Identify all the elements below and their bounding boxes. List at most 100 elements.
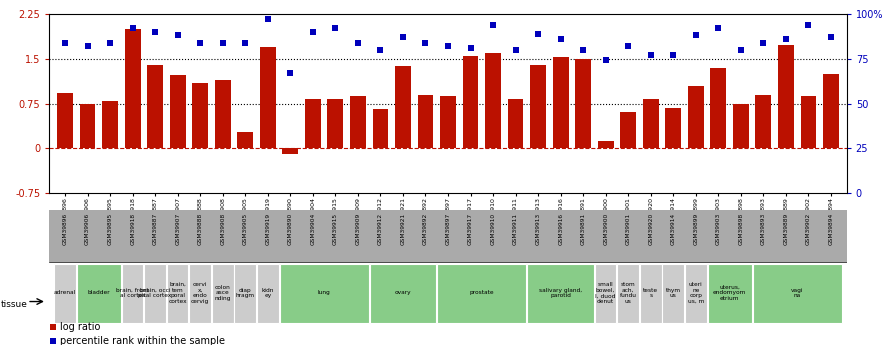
Bar [527, 264, 594, 323]
Text: GSM39895: GSM39895 [108, 213, 113, 245]
Bar [485, 53, 501, 148]
Bar [595, 264, 616, 323]
Bar [125, 29, 141, 148]
Text: GSM39916: GSM39916 [558, 213, 563, 245]
Text: GSM39908: GSM39908 [220, 213, 225, 245]
Text: GSM39890: GSM39890 [288, 213, 293, 245]
Bar [373, 109, 388, 148]
Text: salivary gland,
parotid: salivary gland, parotid [539, 288, 582, 298]
Bar [753, 264, 841, 323]
Point [125, 26, 140, 31]
Bar [642, 99, 659, 148]
Bar [553, 58, 569, 148]
Point [350, 40, 365, 45]
Text: GSM39918: GSM39918 [130, 213, 135, 245]
Bar [418, 95, 434, 148]
Point [621, 43, 635, 49]
Text: GSM39906: GSM39906 [85, 213, 90, 245]
Point [711, 26, 726, 31]
Bar [257, 264, 279, 323]
Bar [102, 100, 118, 148]
Text: brain, front
al cortex: brain, front al cortex [116, 288, 149, 298]
Bar [688, 86, 703, 148]
Bar [395, 66, 411, 148]
Point [779, 36, 793, 42]
Point [58, 40, 73, 45]
Text: GSM39899: GSM39899 [694, 213, 698, 245]
Text: cervi
x,
endo
cervig: cervi x, endo cervig [191, 282, 210, 304]
Bar [280, 264, 369, 323]
Text: GSM39892: GSM39892 [423, 213, 428, 245]
Bar [598, 141, 614, 148]
Point [374, 47, 388, 52]
Bar [122, 264, 143, 323]
Text: GSM39896: GSM39896 [63, 213, 67, 245]
Text: uteri
ne
corp
us, m: uteri ne corp us, m [687, 282, 704, 304]
Point [823, 34, 838, 40]
Text: GSM39909: GSM39909 [356, 213, 360, 245]
Point [306, 29, 320, 34]
Bar [77, 264, 121, 323]
Bar [462, 56, 478, 148]
Text: GSM39897: GSM39897 [445, 213, 451, 245]
Text: GSM39904: GSM39904 [310, 213, 315, 245]
Text: GSM39917: GSM39917 [468, 213, 473, 245]
Bar [237, 131, 254, 148]
Bar [215, 80, 230, 148]
Bar [530, 65, 546, 148]
Bar [144, 264, 166, 323]
Text: GSM39907: GSM39907 [176, 213, 180, 245]
Bar [662, 264, 684, 323]
Text: colon
asce
nding: colon asce nding [214, 285, 231, 301]
Point [689, 32, 703, 38]
Point [576, 47, 590, 52]
Bar [305, 99, 321, 148]
Text: lung: lung [318, 290, 331, 295]
Bar [370, 264, 436, 323]
Bar [666, 108, 681, 148]
Text: uterus,
endomyom
etrium: uterus, endomyom etrium [713, 285, 746, 301]
Text: GSM39910: GSM39910 [490, 213, 495, 245]
Text: GSM39914: GSM39914 [671, 213, 676, 245]
Point [801, 22, 815, 27]
Point [463, 45, 478, 51]
Point [531, 31, 546, 36]
Bar [327, 99, 343, 148]
Text: GSM39887: GSM39887 [152, 213, 158, 245]
Bar [640, 264, 661, 323]
Point [298, 290, 313, 296]
Bar [437, 264, 526, 323]
Text: GSM39893: GSM39893 [761, 213, 766, 245]
Bar [147, 65, 163, 148]
Bar [170, 76, 185, 148]
Point [148, 29, 162, 34]
Bar [282, 148, 298, 154]
Bar [350, 96, 366, 148]
Text: ovary: ovary [394, 290, 411, 295]
Point [396, 34, 410, 40]
Text: GSM39891: GSM39891 [581, 213, 586, 245]
Point [103, 40, 117, 45]
Text: GSM39912: GSM39912 [378, 213, 383, 245]
Bar [755, 95, 771, 148]
Text: adrenal: adrenal [54, 290, 76, 295]
Point [734, 47, 748, 52]
Point [261, 17, 275, 22]
Bar [575, 59, 591, 148]
Point [283, 70, 297, 76]
Bar [508, 99, 523, 148]
Bar [440, 96, 456, 148]
Bar [49, 210, 847, 262]
Text: GSM39921: GSM39921 [401, 213, 406, 245]
Bar [711, 68, 726, 148]
Text: GSM39903: GSM39903 [716, 213, 720, 245]
Point [599, 58, 613, 63]
Bar [55, 264, 76, 323]
Text: brain, occi
pital cortex: brain, occi pital cortex [139, 288, 172, 298]
Text: tissue: tissue [1, 300, 28, 309]
Point [441, 43, 455, 49]
Point [508, 47, 522, 52]
Text: GSM39894: GSM39894 [829, 213, 833, 245]
Text: bladder: bladder [88, 290, 110, 295]
Bar [57, 93, 73, 148]
